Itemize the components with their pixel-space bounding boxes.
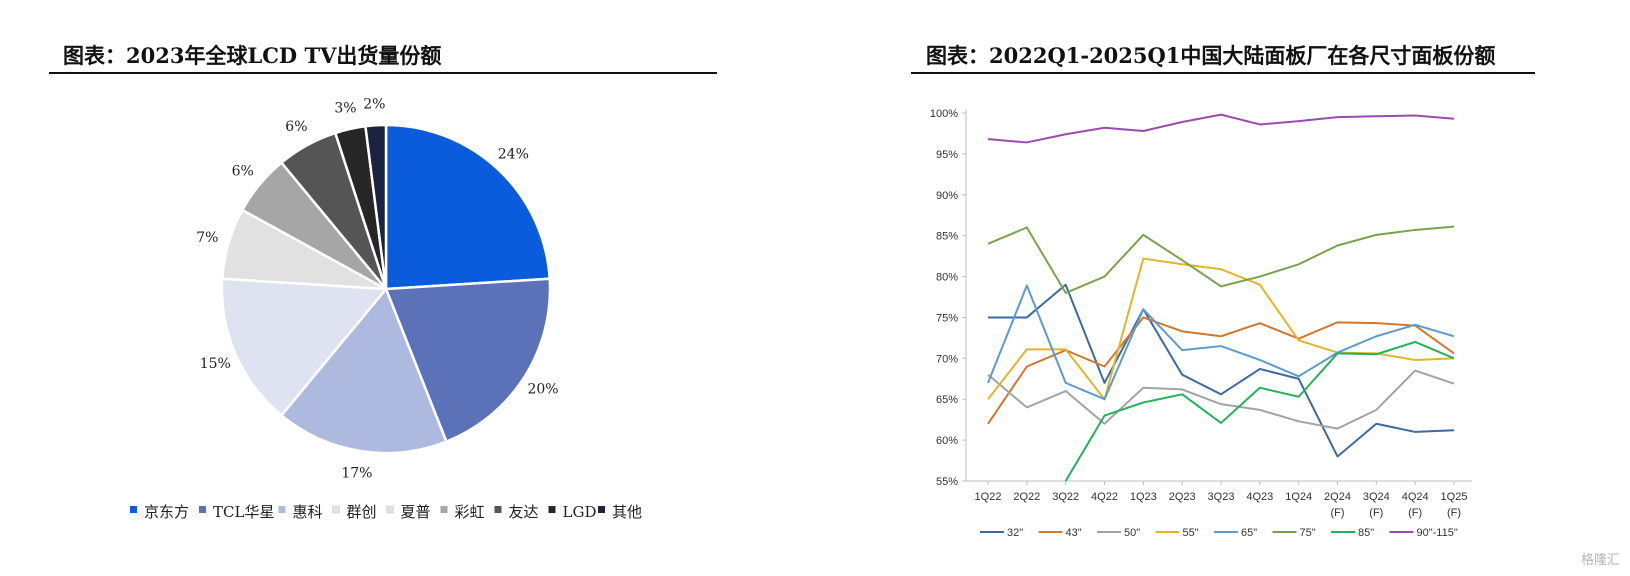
x-tick-label-3: 4Q22	[1091, 491, 1118, 503]
pie-legend-label-6: 友达	[509, 503, 539, 521]
x-tick-label-5: 2Q23	[1169, 491, 1196, 503]
line-title-rule	[911, 72, 1535, 74]
series-line-4	[987, 284, 1455, 401]
pie-slice-3	[220, 277, 389, 418]
y-tick-label-3: 70%	[936, 353, 958, 365]
x-tick-label-7: 4Q23	[1246, 491, 1273, 503]
pie-legend-swatch-7	[548, 506, 556, 513]
pie-slice-8	[364, 123, 388, 290]
x-tick-label-0: 1Q22	[975, 491, 1002, 503]
series-line-5	[987, 225, 1455, 294]
y-tick-label-6: 85%	[936, 231, 958, 243]
pie-legend-swatch-0	[130, 506, 137, 513]
line-legend-label-0: 32"	[1007, 527, 1023, 539]
x-tick-label-2: 3Q22	[1052, 491, 1079, 503]
y-tick-label-1: 60%	[936, 435, 958, 447]
series-line-2	[987, 369, 1455, 430]
pie-slice-2	[279, 286, 448, 455]
y-tick-label-8: 95%	[936, 149, 958, 161]
x-tick-label-10: 3Q24 (F)	[1363, 491, 1390, 519]
pie-legend: 京东方 TCL华星 惠科 群创 夏普 彩虹 友达 LGD 其他	[130, 503, 642, 521]
line-legend-label-6: 85"	[1358, 527, 1374, 539]
pie-slice-0	[384, 123, 552, 291]
pie-data-label-7: 3%	[334, 100, 356, 116]
pie-legend-label-5: 彩虹	[455, 503, 485, 521]
y-tick-label-5: 80%	[936, 272, 958, 284]
pie-legend-swatch-8	[598, 506, 605, 513]
line-legend-label-1: 43"	[1066, 527, 1082, 539]
pie-title-rule	[49, 72, 717, 74]
pie-data-label-1: 20%	[527, 382, 558, 398]
pie-legend-label-2: 惠科	[293, 503, 323, 521]
x-tick-label-1: 2Q22	[1013, 491, 1040, 503]
pie-legend-swatch-3	[332, 505, 340, 514]
pie-legend-swatch-2	[278, 506, 286, 513]
y-tick-label-4: 75%	[936, 312, 958, 324]
line-legend-label-4: 65"	[1241, 527, 1257, 539]
pie-legend-swatch-4	[386, 505, 394, 514]
pie-legend-label-7: LGD	[563, 503, 597, 521]
y-tick-label-0: 55%	[936, 476, 958, 488]
pie-data-label-0: 24%	[498, 146, 529, 162]
x-tick-label-9: 2Q24 (F)	[1324, 491, 1351, 519]
x-tick-label-11: 4Q24 (F)	[1402, 491, 1429, 519]
x-tick-label-8: 1Q24	[1285, 491, 1312, 503]
line-chart: 55% 60% 65% 70% 75% 80% 85% 90% 95% 100% 1Q22 2Q22 3…	[930, 108, 1472, 519]
x-tick-label-4: 1Q23	[1130, 491, 1157, 503]
line-panel-title: 图表：2022Q1-2025Q1中国大陆面板厂在各尺寸面板份额	[926, 43, 1496, 68]
watermark-text: 格隆汇	[1580, 553, 1620, 568]
pie-legend-swatch-5	[440, 506, 448, 513]
line-legend-label-7: 90"-115"	[1417, 527, 1458, 539]
series-line-0	[988, 283, 1455, 458]
y-tick-label-9: 100%	[930, 108, 958, 120]
pie-legend-swatch-1	[199, 506, 206, 513]
pie-slice-1	[384, 277, 552, 444]
line-legend: 32" 43" 50" 55" 65" 75" 85" 90"-115"	[980, 527, 1458, 539]
pie-data-label-2: 17%	[341, 466, 372, 482]
pie-legend-swatch-6	[494, 506, 502, 513]
y-tick-label-2: 65%	[936, 394, 958, 406]
pie-data-label-5: 6%	[232, 163, 254, 179]
series-line-6	[1064, 340, 1455, 482]
x-tick-label-6: 3Q23	[1208, 491, 1235, 503]
line-legend-label-3: 55"	[1183, 527, 1199, 539]
series-line-7	[987, 113, 1455, 144]
y-tick-label-7: 90%	[936, 190, 958, 202]
pie-data-label-3: 15%	[200, 356, 231, 372]
line-legend-label-5: 75"	[1300, 527, 1316, 539]
pie-legend-label-0: 京东方	[144, 503, 189, 521]
pie-data-label-4: 7%	[196, 230, 218, 246]
pie-legend-label-8: 其他	[612, 503, 642, 521]
pie-data-label-6: 6%	[285, 119, 307, 135]
pie-legend-label-3: 群创	[347, 503, 377, 521]
pie-chart: 24% 20% 17% 15% 7% 6% 6% 3% 2%	[196, 96, 558, 481]
x-tick-label-12: 1Q25 (F)	[1441, 491, 1468, 519]
pie-legend-label-4: 夏普	[401, 503, 431, 521]
line-legend-label-2: 50"	[1124, 527, 1140, 539]
pie-data-label-8: 2%	[363, 96, 385, 112]
pie-legend-label-1: TCL华星	[213, 503, 274, 521]
pie-panel-title: 图表：2023年全球LCD TV出货量份额	[63, 43, 442, 68]
